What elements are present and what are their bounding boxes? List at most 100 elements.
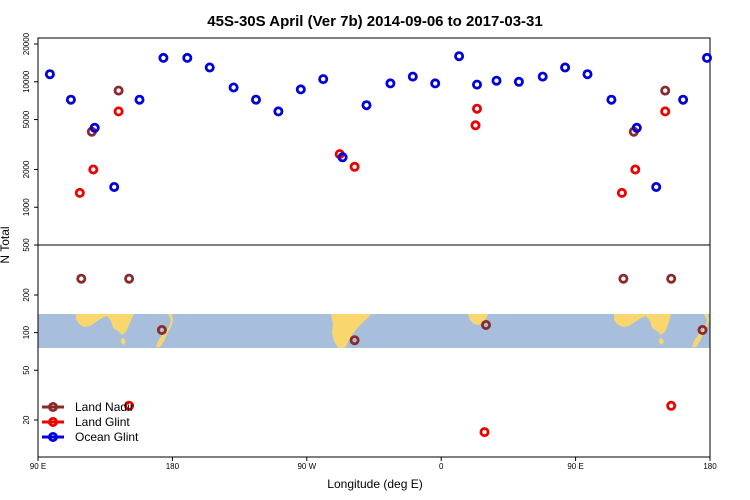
point-land-glint xyxy=(630,164,641,175)
point-land-nadir xyxy=(156,324,167,335)
land-new-zealand-west xyxy=(156,314,173,347)
point-land-nadir xyxy=(113,85,124,96)
point-ocean-glint xyxy=(651,181,662,192)
point-ocean-glint xyxy=(702,52,713,63)
point-ocean-glint xyxy=(631,122,642,133)
land-new-zealand-east xyxy=(692,314,709,347)
point-land-glint xyxy=(124,400,135,411)
point-land-glint xyxy=(470,120,481,131)
point-land-glint xyxy=(616,187,627,198)
legend-marker-ocean-glint xyxy=(48,431,59,442)
y-axis-label: N Total xyxy=(0,226,12,263)
series-ocean-glint xyxy=(44,51,713,192)
point-ocean-glint xyxy=(678,94,689,105)
point-ocean-glint xyxy=(109,181,120,192)
point-land-glint xyxy=(74,187,85,198)
point-land-glint xyxy=(660,106,671,117)
x-tick-label: 90 E xyxy=(30,462,46,471)
point-land-nadir xyxy=(618,273,629,284)
y-tick-label: 1000 xyxy=(22,198,31,216)
point-land-nadir xyxy=(697,324,708,335)
series-land-glint xyxy=(74,103,677,438)
point-ocean-glint xyxy=(471,79,482,90)
x-axis-label: Longitude (deg E) xyxy=(327,477,422,491)
point-land-nadir xyxy=(76,273,87,284)
point-ocean-glint xyxy=(273,106,284,117)
point-ocean-glint xyxy=(89,122,100,133)
point-ocean-glint xyxy=(407,71,418,82)
legend-marker-land-nadir xyxy=(48,401,59,412)
series-land-nadir xyxy=(76,85,708,346)
legend-item-land-glint: Land Glint xyxy=(42,415,130,429)
point-land-glint xyxy=(349,161,360,172)
point-ocean-glint xyxy=(454,51,465,62)
point-ocean-glint xyxy=(582,69,593,80)
point-ocean-glint xyxy=(134,94,145,105)
point-ocean-glint xyxy=(228,82,239,93)
legend-label-land-glint: Land Glint xyxy=(75,415,130,429)
point-ocean-glint xyxy=(385,78,396,89)
land-tasmania-west xyxy=(121,338,126,345)
y-tick-label: 50 xyxy=(22,365,31,374)
x-tick-label: 180 xyxy=(703,462,717,471)
y-tick-label: 20 xyxy=(22,415,31,424)
y-tick-label: 5000 xyxy=(22,110,31,128)
point-ocean-glint xyxy=(560,62,571,73)
ocean-band xyxy=(38,314,710,348)
y-tick-label: 500 xyxy=(22,238,31,252)
point-ocean-glint xyxy=(182,52,193,63)
y-tick-label: 100 xyxy=(22,325,31,339)
series-layer xyxy=(44,51,713,438)
y-tick-label: 200 xyxy=(22,288,31,302)
point-ocean-glint xyxy=(513,76,524,87)
y-tick-label: 2000 xyxy=(22,160,31,178)
legend-label-ocean-glint: Ocean Glint xyxy=(75,430,139,444)
y-tick-label: 20000 xyxy=(22,32,31,55)
land-australia-east xyxy=(614,314,671,335)
point-land-glint xyxy=(666,400,677,411)
legend-item-ocean-glint: Ocean Glint xyxy=(42,430,139,444)
plot-frame xyxy=(37,37,711,458)
point-land-nadir xyxy=(660,85,671,96)
land-tasmania-east xyxy=(659,338,664,345)
point-ocean-glint xyxy=(606,94,617,105)
point-land-nadir xyxy=(124,273,135,284)
x-tick-label: 0 xyxy=(439,462,444,471)
point-land-nadir xyxy=(666,273,677,284)
point-ocean-glint xyxy=(361,100,372,111)
point-ocean-glint xyxy=(204,62,215,73)
legend: Land Nadir Land Glint Ocean Glint xyxy=(42,400,139,444)
x-ticks: 90 E 180 90 W 0 90 E 180 xyxy=(30,457,717,471)
x-tick-label: 180 xyxy=(166,462,180,471)
x-tick-label: 90 W xyxy=(297,462,316,471)
legend-label-land-nadir: Land Nadir xyxy=(75,400,134,414)
chart-title: 45S-30S April (Ver 7b) 2014-09-06 to 201… xyxy=(207,13,542,30)
point-ocean-glint xyxy=(44,69,55,80)
map-strip xyxy=(38,314,710,348)
axes: 90 E 180 90 W 0 90 E 180 20 50 100 200 500 1000 200… xyxy=(22,32,717,471)
land-australia-west xyxy=(76,314,134,335)
point-land-glint xyxy=(88,164,99,175)
point-ocean-glint xyxy=(65,94,76,105)
point-ocean-glint xyxy=(491,75,502,86)
point-ocean-glint xyxy=(430,78,441,89)
point-ocean-glint xyxy=(158,52,169,63)
legend-item-land-nadir: Land Nadir xyxy=(42,400,134,414)
point-land-nadir xyxy=(480,319,491,330)
point-land-glint xyxy=(471,103,482,114)
point-ocean-glint xyxy=(318,74,329,85)
point-land-glint xyxy=(479,427,490,438)
legend-marker-land-glint xyxy=(48,416,59,427)
y-tick-label: 10000 xyxy=(22,70,31,93)
x-tick-label: 90 E xyxy=(567,462,583,471)
point-ocean-glint xyxy=(295,84,306,95)
point-land-glint xyxy=(113,106,124,117)
land-africa xyxy=(468,314,488,325)
point-ocean-glint xyxy=(250,94,261,105)
point-ocean-glint xyxy=(337,152,348,163)
y-ticks: 20 50 100 200 500 1000 2000 5000 10000 20000 xyxy=(22,32,38,424)
land-south-america xyxy=(331,314,371,348)
point-land-nadir xyxy=(349,335,360,346)
point-ocean-glint xyxy=(537,71,548,82)
